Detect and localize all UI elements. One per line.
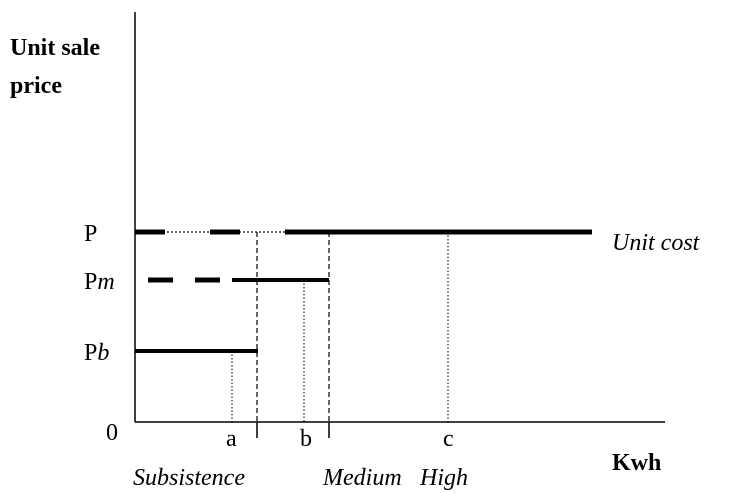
- level: Pm: [84, 269, 115, 295]
- shapes: [134, 12, 665, 438]
- level: Pb: [84, 340, 109, 366]
- quantity: b: [300, 426, 312, 452]
- level: P: [84, 221, 97, 247]
- block: Subsistence: [133, 465, 245, 491]
- block: High: [419, 465, 468, 491]
- quantity: c: [443, 426, 454, 452]
- quantity: a: [226, 426, 237, 452]
- x-label: Kwh: [612, 450, 661, 476]
- unit-cost: Unit cost: [612, 230, 701, 256]
- y-label: price: [10, 73, 62, 99]
- block: Medium: [322, 465, 402, 491]
- y-label: Unit sale: [10, 35, 100, 61]
- origin: 0: [106, 420, 118, 446]
